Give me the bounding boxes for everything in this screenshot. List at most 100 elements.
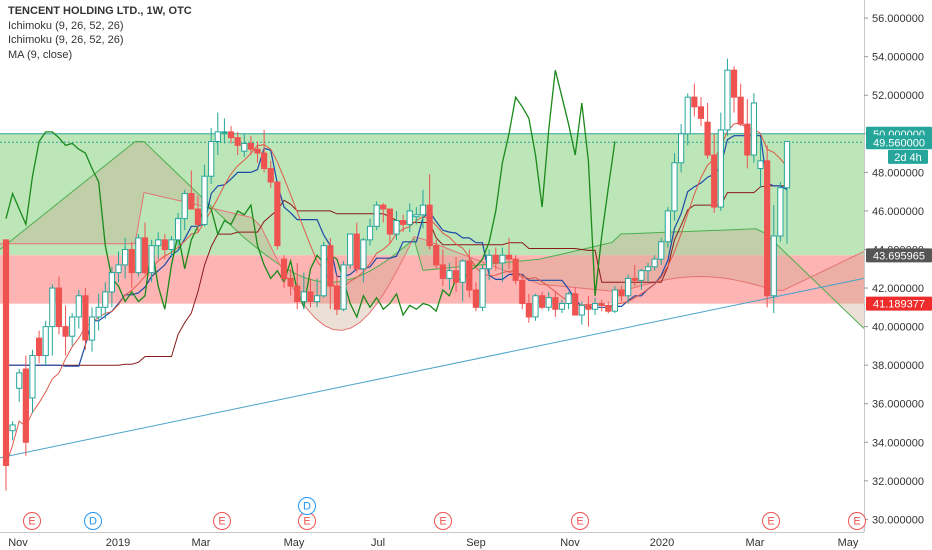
candle-body [115, 264, 122, 274]
candle [188, 170, 195, 210]
candle-body [55, 287, 63, 328]
symbol-title[interactable]: TENCENT HOLDING LTD., 1W, OTC [8, 5, 192, 17]
candle-body [247, 142, 254, 150]
candle-body [254, 148, 261, 154]
y-tick-label: 40.000000 [872, 322, 924, 334]
candle-body [393, 220, 400, 235]
candle [777, 182, 784, 242]
candle [380, 203, 387, 223]
x-tick-label: May [284, 537, 305, 549]
candle-body [757, 160, 764, 170]
y-tick-label: 38.000000 [872, 360, 924, 372]
candle [572, 288, 579, 316]
candle-body [697, 106, 705, 119]
candle [300, 272, 307, 310]
candle [400, 214, 407, 233]
x-tick-label: Mar [746, 537, 765, 549]
earnings-marker[interactable]: E [213, 512, 231, 530]
candle [55, 276, 63, 335]
candle-body [611, 289, 619, 312]
candle-body [486, 254, 493, 270]
candle [697, 97, 705, 127]
candle [651, 255, 658, 271]
candle-body [717, 129, 724, 208]
price-tag-bg [866, 248, 932, 263]
candle-body [545, 297, 552, 308]
candle-body [135, 237, 142, 274]
candle [320, 241, 327, 298]
candle [744, 99, 751, 169]
earnings-marker[interactable]: E [434, 512, 452, 530]
candle-body [29, 355, 36, 399]
earnings-marker[interactable]: E [762, 512, 780, 530]
candle [141, 222, 149, 275]
candle-body [122, 248, 129, 266]
candle [333, 274, 341, 316]
marker-circle [571, 512, 589, 530]
earnings-marker[interactable]: E [571, 512, 589, 530]
candle [644, 262, 652, 283]
price-tag: 43.695965 [866, 248, 932, 263]
candle-body [426, 204, 433, 247]
candle [671, 153, 678, 221]
candle [545, 291, 552, 312]
candle-body [492, 254, 499, 264]
candle-body [433, 245, 440, 266]
candle [201, 164, 208, 227]
candle-body [208, 141, 215, 177]
candle-body [313, 295, 321, 303]
candle-body [671, 162, 678, 212]
marker-letter: E [853, 516, 860, 528]
indicator-ichimoku-1[interactable]: Ichimoku (9, 26, 52, 26) [8, 19, 124, 32]
candle [585, 295, 592, 327]
candle-body [691, 96, 698, 108]
y-tick-label: 34.000000 [872, 437, 924, 449]
candle-body [512, 258, 519, 281]
candle [161, 234, 168, 260]
candle [347, 233, 354, 269]
candle-body [744, 123, 751, 156]
candle-body [459, 260, 466, 283]
candle-body [532, 295, 539, 318]
candle-body [35, 337, 43, 357]
dividend-marker[interactable]: D [298, 497, 316, 515]
candle-body [148, 245, 155, 274]
candle-body [764, 160, 771, 297]
marker-letter: D [303, 501, 311, 513]
earnings-marker[interactable]: E [848, 512, 866, 530]
earnings-marker[interactable]: E [298, 512, 316, 530]
candle [35, 330, 43, 364]
indicator-ma[interactable]: MA (9, close) [8, 48, 73, 61]
candle-body [770, 235, 777, 297]
candle [611, 286, 619, 314]
candle-body [267, 168, 274, 183]
candle [287, 268, 294, 296]
candle [221, 118, 228, 144]
price-tag-bg [866, 296, 932, 311]
candle-body [704, 121, 711, 156]
price-tag-bg [888, 149, 928, 164]
candle [227, 126, 235, 144]
candle [194, 195, 202, 233]
x-tick-label: Jul [371, 537, 385, 549]
candle-body [651, 258, 658, 268]
candle [168, 235, 175, 258]
candle [525, 293, 532, 323]
candle [658, 237, 665, 265]
price-tag-label: 2d 4h [894, 152, 922, 164]
candle [678, 124, 685, 173]
candle-body [168, 239, 175, 250]
candle [181, 189, 188, 231]
earnings-marker[interactable]: E [23, 512, 41, 530]
y-tick-label: 36.000000 [872, 399, 924, 411]
candle-body [578, 304, 585, 316]
candle [42, 320, 49, 366]
dividend-marker[interactable]: D [84, 512, 102, 530]
candle [486, 249, 493, 281]
candle [62, 305, 69, 356]
candle [459, 259, 466, 302]
price-axis-bg [864, 0, 932, 550]
indicator-ichimoku-2[interactable]: Ichimoku (9, 26, 52, 26) [8, 34, 124, 46]
candle [2, 239, 10, 491]
